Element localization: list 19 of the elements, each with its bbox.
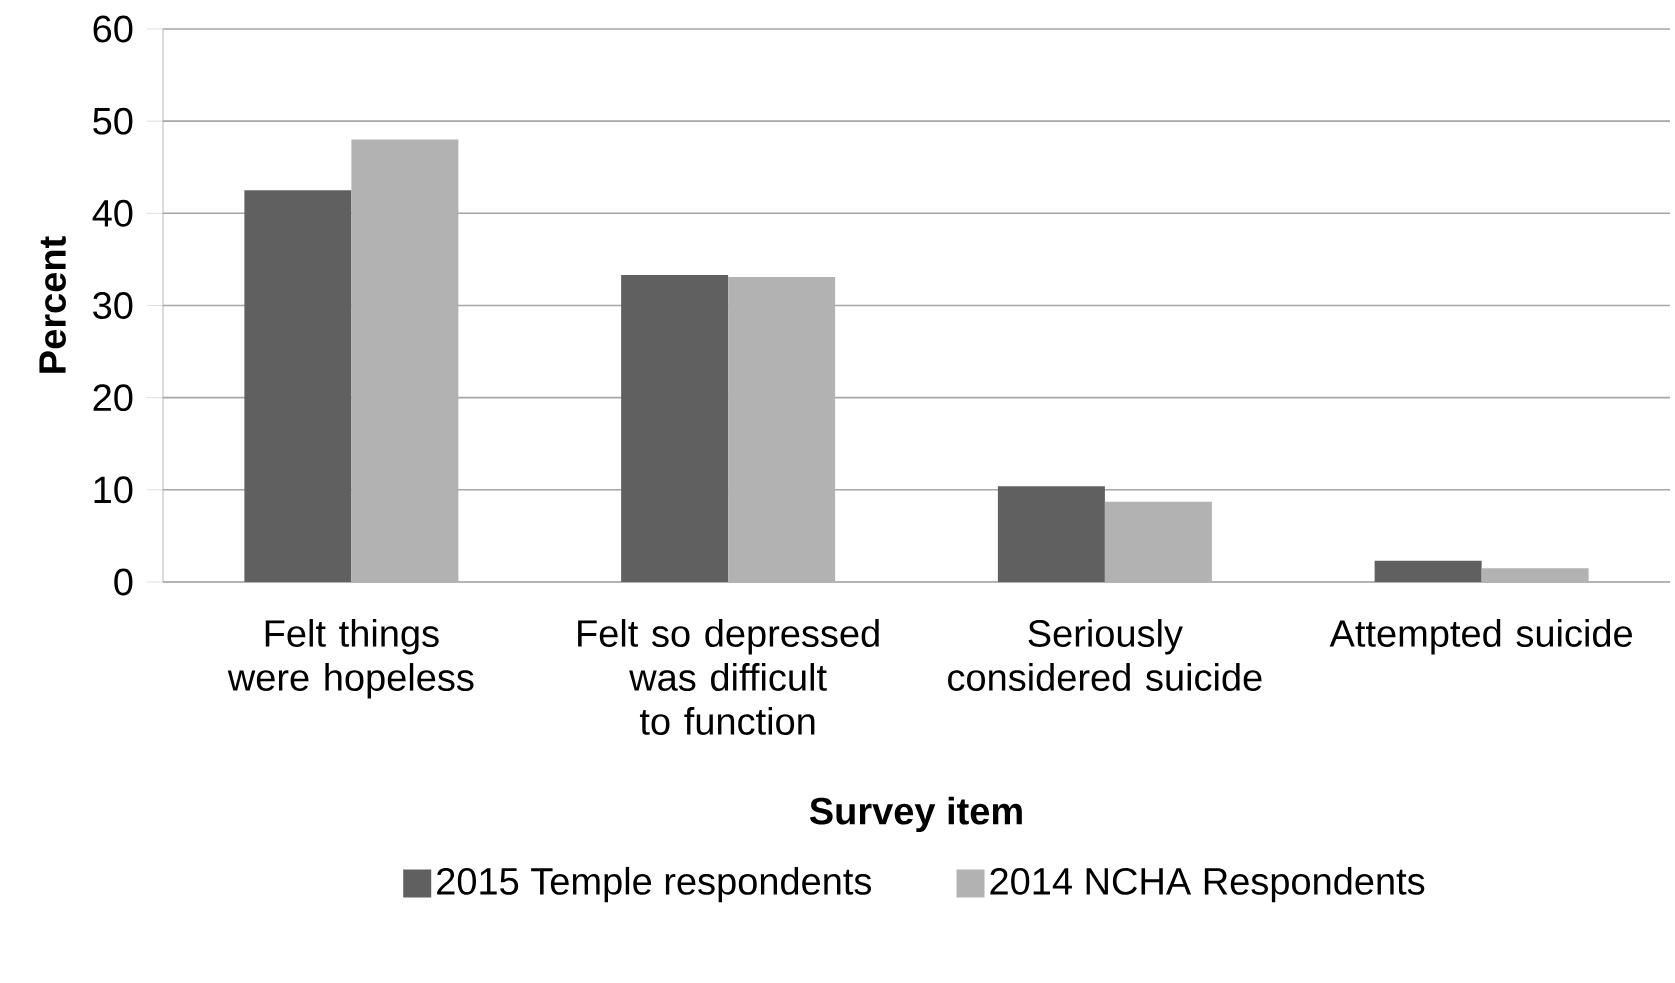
bar [621,275,729,582]
bar [244,190,352,582]
y-tick-label: 20 [93,384,133,412]
x-tick-label: Felt things were hopeless [227,619,474,699]
y-tick-label: 60 [93,15,133,43]
x-tick-label: Seriously considered suicide [948,619,1262,691]
x-tick-label: Attempted suicide [1329,619,1632,655]
bar [997,486,1105,582]
legend-label: 2014 NCHA Respondents [990,866,1425,903]
y-axis-title: Percent [39,236,66,373]
y-tick-label: 50 [93,107,133,135]
x-axis-title: Survey item [809,796,1022,833]
bar [1374,560,1482,582]
y-tick-label: 10 [94,476,133,504]
x-tick-label: Felt so depressed was difficult to function [578,619,879,735]
y-tick-label: 0 [114,568,133,596]
y-tick-label: 40 [92,199,133,227]
legend-label: 2015 Temple respondents [437,866,872,903]
y-tick-label: 30 [93,292,133,319]
